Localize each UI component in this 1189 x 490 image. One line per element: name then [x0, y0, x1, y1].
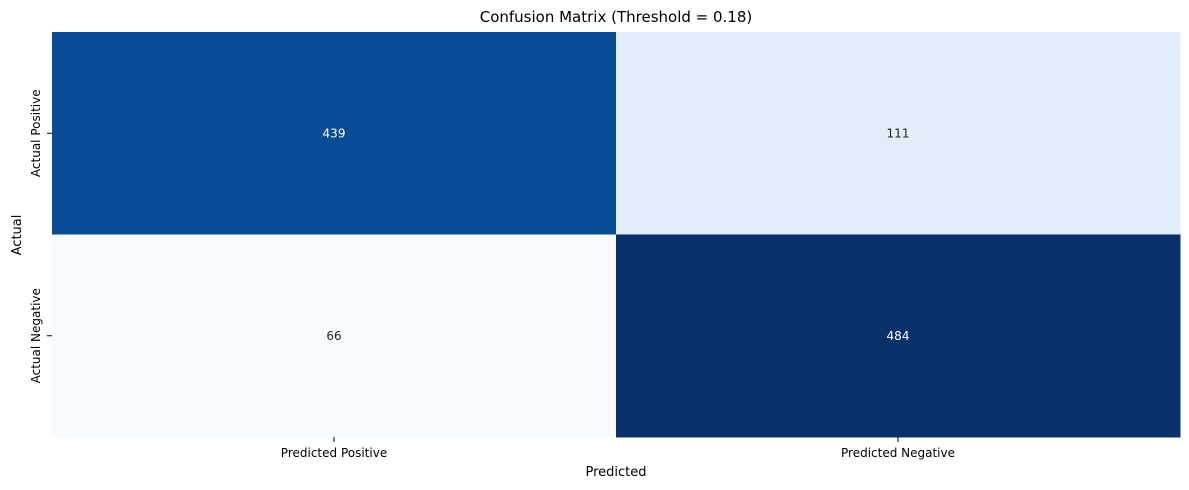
chart-title: Confusion Matrix (Threshold = 0.18)	[480, 8, 753, 26]
heatmap-cell	[52, 234, 617, 438]
cell-value-label: 111	[887, 126, 910, 140]
y-axis-label: Actual	[10, 215, 25, 256]
heatmap-cell	[52, 32, 617, 235]
heatmap-cell	[616, 234, 1181, 438]
x-tick-label: Predicted Negative	[841, 446, 955, 460]
heatmap-cells	[52, 32, 1181, 438]
cell-value-label: 484	[887, 329, 910, 343]
y-axis-ticks: Actual Positive Actual Negative	[29, 89, 52, 383]
y-tick-label: Actual Negative	[29, 288, 43, 383]
x-tick-label: Predicted Positive	[281, 446, 387, 460]
heatmap-cell-labels: 439 111 66 484	[323, 126, 910, 343]
cell-value-label: 439	[323, 126, 346, 140]
x-axis-ticks: Predicted Positive Predicted Negative	[281, 437, 955, 460]
y-tick-label: Actual Positive	[29, 89, 43, 177]
cell-value-label: 66	[326, 329, 341, 343]
heatmap-cell	[616, 32, 1181, 235]
x-axis-label: Predicted	[585, 465, 646, 480]
